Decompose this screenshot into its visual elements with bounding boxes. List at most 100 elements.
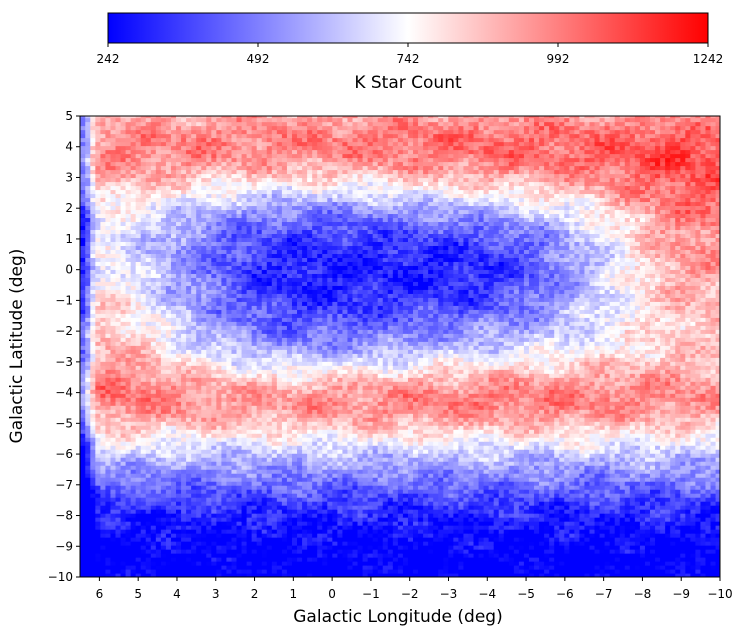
- heatmap-cell: [331, 429, 338, 434]
- heatmap-cell: [195, 557, 202, 562]
- heatmap-cell: [266, 549, 272, 554]
- heatmap-cell: [361, 521, 368, 526]
- heatmap-cell: [130, 569, 136, 574]
- heatmap-cell: [704, 433, 711, 438]
- heatmap-cell: [578, 537, 585, 542]
- heatmap-cell: [346, 437, 353, 442]
- heatmap-cell: [472, 505, 479, 510]
- heatmap-cell: [346, 509, 353, 514]
- heatmap-cell: [553, 445, 560, 450]
- heatmap-cell: [467, 493, 474, 498]
- heatmap-cell: [276, 461, 282, 466]
- heatmap-cell: [604, 433, 610, 438]
- heatmap-cell: [664, 565, 671, 570]
- heatmap-cell: [195, 509, 202, 514]
- heatmap-cell: [573, 517, 580, 522]
- heatmap-cell: [427, 497, 434, 502]
- heatmap-cell: [644, 525, 650, 530]
- heatmap-cell: [508, 469, 514, 474]
- heatmap-cell: [523, 489, 529, 494]
- heatmap-cell: [609, 465, 615, 470]
- heatmap-cell: [180, 573, 187, 577]
- heatmap-cell: [609, 525, 615, 530]
- heatmap-cell: [427, 461, 434, 466]
- heatmap-cell: [286, 573, 292, 577]
- heatmap-cell: [326, 461, 333, 466]
- heatmap-cell: [543, 489, 550, 494]
- heatmap-cell: [367, 513, 373, 518]
- heatmap-cell: [659, 489, 666, 494]
- heatmap-cell: [488, 425, 494, 430]
- heatmap-cell: [508, 521, 514, 526]
- heatmap-cell: [447, 429, 454, 434]
- heatmap-cell: [503, 497, 509, 502]
- heatmap-cell: [104, 465, 111, 470]
- heatmap-cell: [291, 497, 298, 502]
- heatmap-cell: [483, 489, 489, 494]
- heatmap-cell: [659, 477, 666, 482]
- heatmap-cell: [185, 573, 192, 577]
- heatmap-cell: [614, 505, 620, 510]
- heatmap-cell: [629, 493, 635, 498]
- heatmap-cell: [694, 573, 701, 577]
- heatmap-cell: [452, 477, 459, 482]
- heatmap-cell: [356, 505, 363, 510]
- heatmap-cell: [624, 517, 630, 522]
- heatmap-cell: [210, 517, 217, 522]
- heatmap-cell: [709, 421, 716, 426]
- heatmap-cell: [624, 501, 630, 506]
- heatmap-cell: [150, 545, 156, 550]
- heatmap-cell: [518, 485, 524, 490]
- heatmap-cell: [150, 477, 156, 482]
- heatmap-cell: [114, 537, 121, 542]
- heatmap-cell: [432, 425, 439, 430]
- heatmap-cell: [583, 453, 590, 458]
- heatmap-cell: [498, 549, 504, 554]
- heatmap-cell: [659, 505, 666, 510]
- heatmap-cell: [598, 537, 605, 542]
- heatmap-cell: [140, 557, 146, 562]
- heatmap-cell: [644, 433, 650, 438]
- heatmap-cell: [583, 525, 590, 530]
- heatmap-cell: [215, 533, 222, 538]
- heatmap-cell: [654, 433, 661, 438]
- heatmap-cell: [240, 425, 247, 430]
- heatmap-cell: [351, 473, 358, 478]
- heatmap-cell: [397, 569, 403, 574]
- heatmap-cell: [215, 433, 222, 438]
- heatmap-cell: [583, 529, 590, 534]
- heatmap-cell: [467, 509, 474, 514]
- heatmap-cell: [508, 497, 514, 502]
- heatmap-cell: [150, 453, 156, 458]
- heatmap-cell: [488, 453, 494, 458]
- heatmap-cell: [80, 433, 81, 438]
- heatmap-cell: [356, 501, 363, 506]
- heatmap-cell: [553, 497, 560, 502]
- heatmap-cell: [271, 481, 277, 486]
- heatmap-cell: [256, 453, 262, 458]
- heatmap-cell: [160, 529, 166, 534]
- heatmap-cell: [356, 569, 363, 574]
- heatmap-cell: [145, 521, 151, 526]
- heatmap-cell: [543, 573, 550, 577]
- heatmap-cell: [321, 493, 328, 498]
- heatmap-cell: [246, 501, 252, 506]
- heatmap-cell: [326, 505, 333, 510]
- heatmap-cell: [104, 513, 111, 518]
- heatmap-cell: [356, 477, 363, 482]
- heatmap-cell: [195, 529, 202, 534]
- heatmap-cell: [483, 557, 489, 562]
- heatmap-cell: [145, 469, 151, 474]
- heatmap-cell: [346, 489, 353, 494]
- heatmap-cell: [165, 537, 171, 542]
- heatmap-cell: [578, 449, 585, 454]
- heatmap-cell: [538, 461, 545, 466]
- heatmap-cell: [80, 533, 86, 538]
- heatmap-cell: [709, 541, 716, 546]
- heatmap-cell: [119, 493, 126, 498]
- heatmap-cell: [442, 481, 449, 486]
- heatmap-cell: [704, 469, 711, 474]
- heatmap-cell: [437, 489, 444, 494]
- heatmap-cell: [704, 457, 711, 462]
